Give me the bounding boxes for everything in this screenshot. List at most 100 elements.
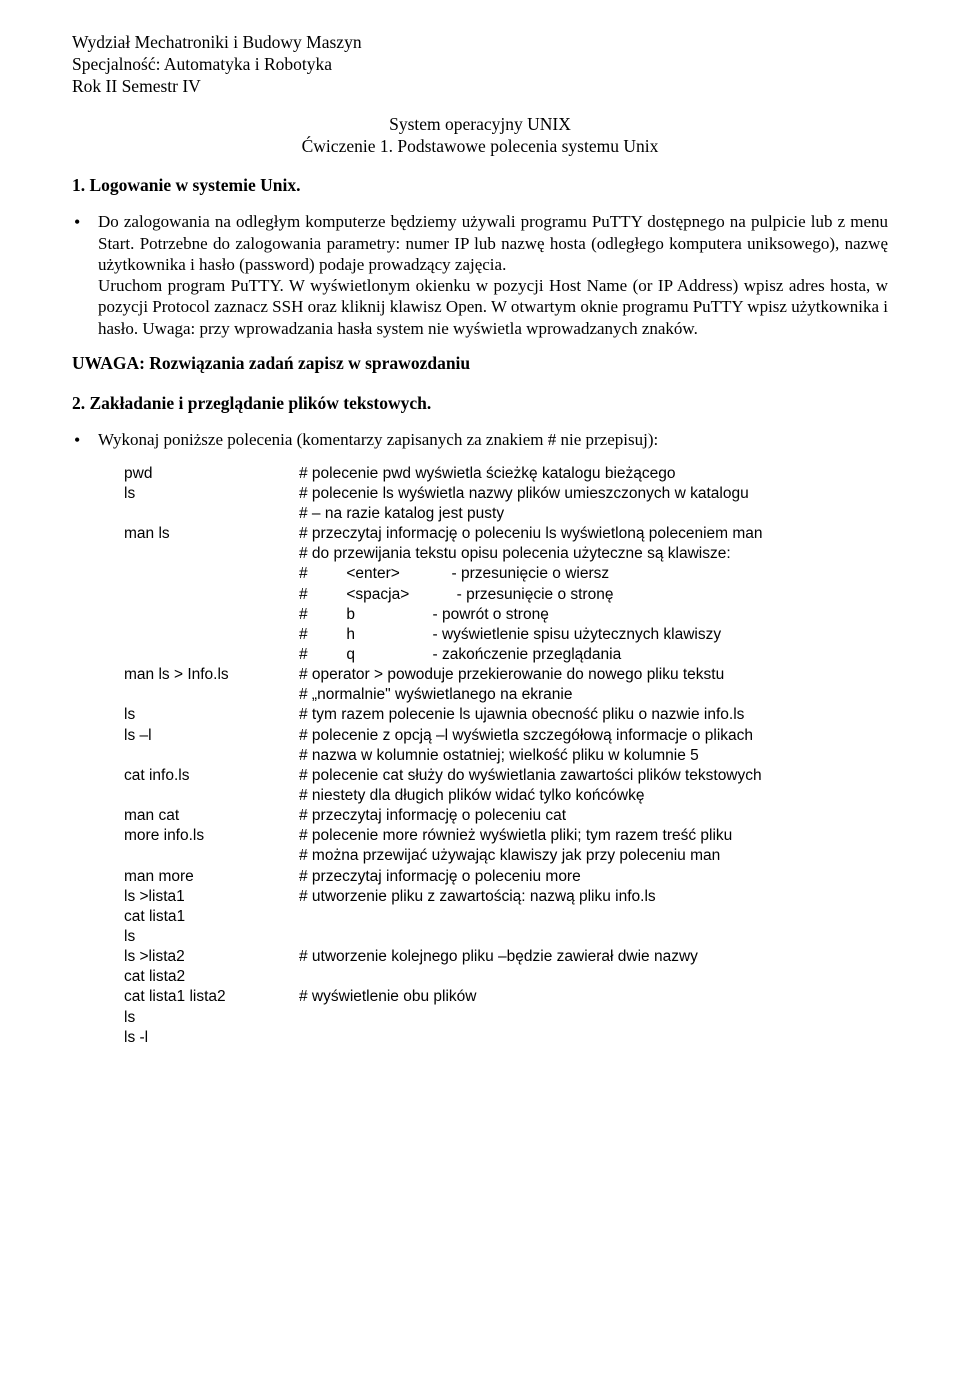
section-1-heading: 1. Logowanie w systemie Unix. [72,175,888,197]
cmd-row: # niestety dla długich plików widać tylk… [124,786,888,806]
cmd-row: cat lista2 [124,967,888,987]
title-line-2: Ćwiczenie 1. Podstawowe polecenia system… [72,136,888,158]
cmd-left [124,504,299,524]
cmd-row: cat info.ls# polecenie cat służy do wyśw… [124,766,888,786]
cmd-right: # przeczytaj informację o poleceniu more [299,867,888,887]
cmd-left: ls [124,927,299,947]
cmd-right: # polecenie more również wyświetla pliki… [299,826,888,846]
command-table: pwd# polecenie pwd wyświetla ścieżkę kat… [124,464,888,1048]
title-line-1: System operacyjny UNIX [72,114,888,136]
cmd-right: # b - powrót o stronę [299,605,888,625]
cmd-right [299,927,888,947]
cmd-left: ls >lista1 [124,887,299,907]
cmd-left [124,846,299,866]
cmd-right [299,967,888,987]
cmd-left: man cat [124,806,299,826]
header-line-3: Rok II Semestr IV [72,76,888,98]
cmd-left: man more [124,867,299,887]
cmd-left: ls [124,1008,299,1028]
cmd-left [124,605,299,625]
cmd-row: man ls > Info.ls# operator > powoduje pr… [124,665,888,685]
cmd-row: ls >lista2# utworzenie kolejnego pliku –… [124,947,888,967]
cmd-row: # h - wyświetlenie spisu użytecznych kla… [124,625,888,645]
cmd-right: # operator > powoduje przekierowanie do … [299,665,888,685]
cmd-right [299,1028,888,1048]
cmd-left: cat lista1 lista2 [124,987,299,1007]
cmd-left [124,746,299,766]
header-line-1: Wydział Mechatroniki i Budowy Maszyn [72,32,888,54]
cmd-left [124,544,299,564]
cmd-row: # nazwa w kolumnie ostatniej; wielkość p… [124,746,888,766]
cmd-left: pwd [124,464,299,484]
page-header: Wydział Mechatroniki i Budowy Maszyn Spe… [72,32,888,98]
cmd-right [299,1008,888,1028]
cmd-row: ls –l# polecenie z opcją –l wyświetla sz… [124,726,888,746]
cmd-row: # q - zakończenie przeglądania [124,645,888,665]
cmd-row: ls >lista1# utworzenie pliku z zawartośc… [124,887,888,907]
cmd-row: ls -l [124,1028,888,1048]
cmd-row: ls# tym razem polecenie ls ujawnia obecn… [124,705,888,725]
cmd-row: # – na razie katalog jest pusty [124,504,888,524]
cmd-right: # przeczytaj informację o poleceniu ls w… [299,524,888,544]
cmd-right: # niestety dla długich plików widać tylk… [299,786,888,806]
section-2-bullet: Wykonaj poniższe polecenia (komentarzy z… [72,429,888,450]
section-2-heading: 2. Zakładanie i przeglądanie plików teks… [72,393,888,415]
cmd-left [124,625,299,645]
cmd-row: # można przewijać używając klawiszy jak … [124,846,888,866]
cmd-right: # można przewijać używając klawiszy jak … [299,846,888,866]
cmd-row: pwd# polecenie pwd wyświetla ścieżkę kat… [124,464,888,484]
cmd-right: # polecenie z opcją –l wyświetla szczegó… [299,726,888,746]
cmd-row: # b - powrót o stronę [124,605,888,625]
notice-heading: UWAGA: Rozwiązania zadań zapisz w sprawo… [72,353,888,375]
cmd-left [124,685,299,705]
cmd-row: man ls# przeczytaj informację o poleceni… [124,524,888,544]
cmd-row: man more# przeczytaj informację o polece… [124,867,888,887]
cmd-right: # utworzenie pliku z zawartością: nazwą … [299,887,888,907]
document-page: Wydział Mechatroniki i Budowy Maszyn Spe… [0,0,960,1397]
header-line-2: Specjalność: Automatyka i Robotyka [72,54,888,76]
cmd-row: cat lista1 [124,907,888,927]
cmd-right: # polecenie ls wyświetla nazwy plików um… [299,484,888,504]
section-1-bullet: Do zalogowania na odległym komputerze bę… [72,211,888,339]
cmd-right: # polecenie pwd wyświetla ścieżkę katalo… [299,464,888,484]
cmd-row: man cat# przeczytaj informację o polecen… [124,806,888,826]
cmd-left: ls >lista2 [124,947,299,967]
cmd-row: more info.ls# polecenie more również wyś… [124,826,888,846]
cmd-left: cat info.ls [124,766,299,786]
section-2-intro: Wykonaj poniższe polecenia (komentarzy z… [98,430,658,449]
cmd-right: # przeczytaj informację o poleceniu cat [299,806,888,826]
cmd-left: man ls > Info.ls [124,665,299,685]
cmd-right: # tym razem polecenie ls ujawnia obecnoś… [299,705,888,725]
cmd-right: # do przewijania tekstu opisu polecenia … [299,544,888,564]
cmd-row: # <enter> - przesunięcie o wiersz [124,564,888,584]
cmd-row: ls [124,927,888,947]
cmd-left: more info.ls [124,826,299,846]
cmd-right: # <spacja> - przesunięcie o stronę [299,585,888,605]
cmd-left: cat lista1 [124,907,299,927]
cmd-left: ls [124,484,299,504]
cmd-left: man ls [124,524,299,544]
cmd-left: ls –l [124,726,299,746]
cmd-row: # <spacja> - przesunięcie o stronę [124,585,888,605]
cmd-row: # „normalnie" wyświetlanego na ekranie [124,685,888,705]
cmd-row: ls [124,1008,888,1028]
cmd-right: # nazwa w kolumnie ostatniej; wielkość p… [299,746,888,766]
cmd-right: # wyświetlenie obu plików [299,987,888,1007]
cmd-left [124,585,299,605]
cmd-left [124,786,299,806]
cmd-left: cat lista2 [124,967,299,987]
cmd-row: ls# polecenie ls wyświetla nazwy plików … [124,484,888,504]
cmd-right [299,907,888,927]
cmd-row: cat lista1 lista2# wyświetlenie obu plik… [124,987,888,1007]
cmd-right: # „normalnie" wyświetlanego na ekranie [299,685,888,705]
section-1-paragraph: Do zalogowania na odległym komputerze bę… [98,212,888,337]
cmd-right: # polecenie cat służy do wyświetlania za… [299,766,888,786]
document-title: System operacyjny UNIX Ćwiczenie 1. Pods… [72,114,888,158]
cmd-right: # h - wyświetlenie spisu użytecznych kla… [299,625,888,645]
cmd-left: ls -l [124,1028,299,1048]
cmd-right: # – na razie katalog jest pusty [299,504,888,524]
cmd-left [124,645,299,665]
cmd-right: # q - zakończenie przeglądania [299,645,888,665]
cmd-left: ls [124,705,299,725]
cmd-right: # utworzenie kolejnego pliku –będzie zaw… [299,947,888,967]
